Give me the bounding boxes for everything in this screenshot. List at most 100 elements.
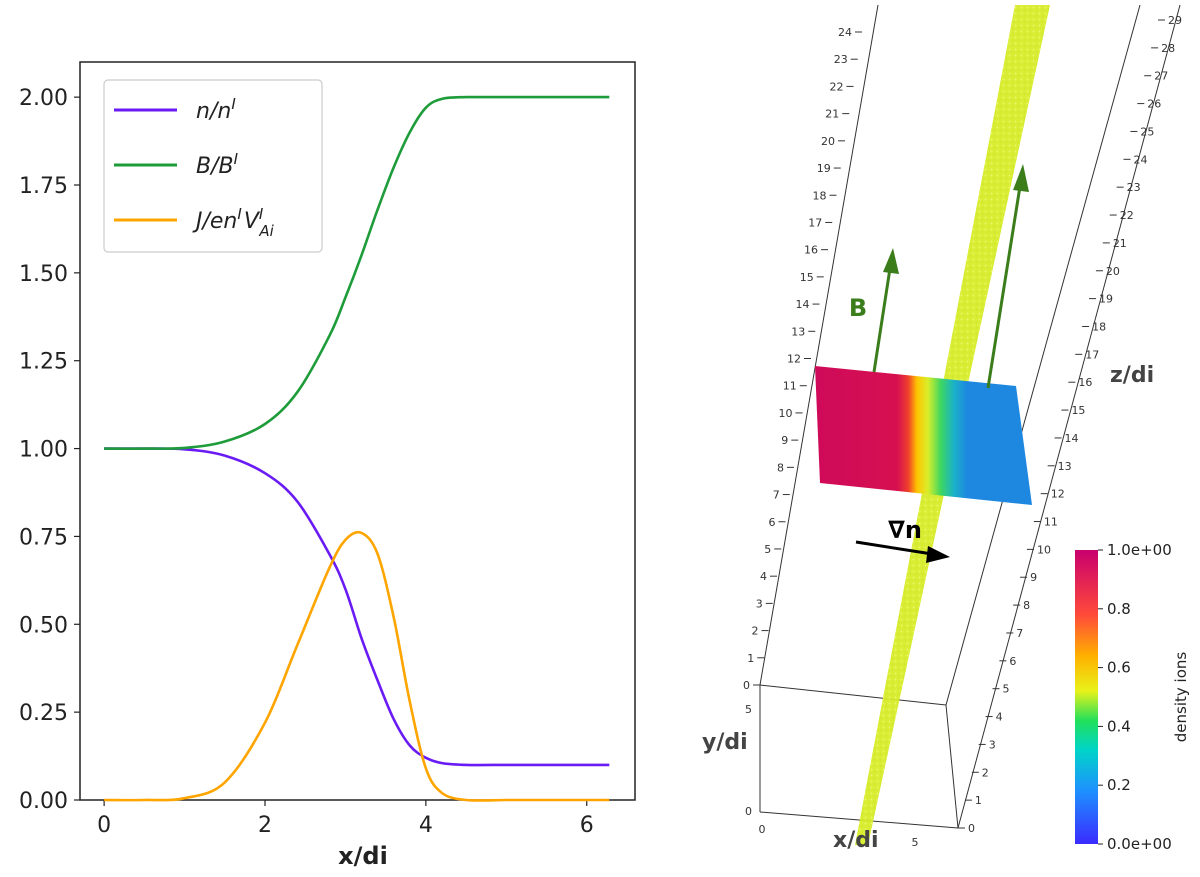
right-axis-tick-label: 23	[1127, 181, 1141, 194]
b-field-arrows: B	[849, 164, 1029, 389]
x-axis: 0 2 4 6	[97, 800, 594, 838]
left-axis-tick-label: 23	[834, 53, 848, 66]
series-lines	[104, 95, 610, 802]
y-axis: 0.00 0.25 0.50 0.75 1.00 1.25 1.50 1.75 2.00	[19, 86, 80, 814]
colorbar-tick-label: 0.6	[1107, 659, 1131, 677]
colorbar-gradient	[1075, 550, 1098, 844]
right-axis-tick-label: 10	[1037, 543, 1051, 556]
colorbar-tick-label: 0.0e+00	[1107, 835, 1172, 853]
b-arrow-right	[986, 179, 1023, 389]
right-axis-tick-label: 8	[1023, 599, 1030, 612]
right-axis-ticks: 0123456789101112131415161718192021222324…	[958, 14, 1182, 835]
x-axis-ticks: 05	[759, 823, 919, 849]
x-axis-tick-label: 0	[759, 823, 766, 836]
right-axis-tick-label: 15	[1071, 404, 1085, 417]
left-axis-tick-label: 5	[764, 543, 771, 556]
colorbar-tick-label: 0.4	[1107, 717, 1131, 735]
left-axis-tick-label: 8	[777, 461, 784, 474]
y-axis-label: y/di	[702, 730, 748, 755]
density-visualization: B ∇n 01234567891011121314151617181920212…	[702, 4, 1190, 853]
left-axis-tick-label: 22	[830, 80, 844, 93]
left-axis-tick-label: 15	[800, 271, 814, 284]
left-axis-tick-label: 0	[743, 679, 750, 692]
left-axis-tick-label: 1	[747, 652, 754, 665]
b-arrow-right-head	[1013, 164, 1029, 192]
right-axis-tick-label: 28	[1161, 42, 1175, 55]
right-axis-tick-label: 24	[1134, 153, 1148, 166]
colorbar-tick-label: 0.8	[1107, 600, 1131, 618]
left-axis-tick-label: 4	[760, 570, 767, 583]
x-axis-label: x/di	[338, 842, 388, 870]
z-axis-label: z/di	[1110, 363, 1154, 388]
gradient-label: ∇n	[888, 516, 922, 544]
right-axis-tick-label: 27	[1154, 70, 1168, 83]
left-axis-tick-label: 19	[817, 162, 831, 175]
x-tick-label: 4	[419, 813, 433, 838]
right-axis-tick-label: 19	[1099, 293, 1113, 306]
x-tick-label: 2	[258, 813, 272, 838]
right-axis-tick-label: 1	[975, 794, 982, 807]
right-axis-tick-label: 12	[1051, 488, 1065, 501]
colorbar-tick-label: 0.2	[1107, 776, 1131, 794]
left-axis-tick-label: 24	[838, 26, 852, 39]
legend-entry-current: J/enIVI Ai	[192, 205, 275, 240]
colorbar-ticks: 1.0e+00 0.8 0.6 0.4 0.2 0.0e+00	[1098, 541, 1172, 853]
colorbar-tick-label: 1.0e+00	[1107, 541, 1172, 559]
right-axis-tick-label: 18	[1092, 320, 1106, 333]
right-axis-tick-label: 22	[1120, 209, 1134, 222]
left-axis-tick-label: 16	[804, 244, 818, 257]
left-axis-tick-label: 9	[781, 434, 788, 447]
left-axis-tick-label: 10	[779, 407, 793, 420]
y-tick-label: 0.25	[19, 701, 68, 726]
x-tick-label: 0	[97, 813, 111, 838]
right-axis-tick-label: 4	[996, 711, 1003, 724]
y-tick-label: 1.25	[19, 350, 68, 375]
right-axis-tick-label: 5	[1002, 683, 1009, 696]
right-axis-tick-label: 26	[1147, 98, 1161, 111]
left-axis-tick-label: 12	[787, 353, 801, 366]
y-tick-label: 2.00	[19, 86, 68, 111]
left-axis-tick-label: 11	[783, 380, 797, 393]
right-axis-tick-label: 14	[1065, 432, 1079, 445]
right-axis-tick-label: 2	[982, 766, 989, 779]
right-axis-tick-label: 0	[968, 822, 975, 835]
right-axis-tick-label: 29	[1168, 14, 1182, 27]
series-current	[104, 530, 610, 802]
y-tick-label: 1.75	[19, 174, 68, 199]
density-slice	[815, 366, 1032, 505]
left-axis-tick-label: 2	[752, 625, 759, 638]
line-chart: 0.00 0.25 0.50 0.75 1.00 1.25 1.50 1.75 2.00 0 2 4…	[19, 61, 636, 870]
left-axis-tick-label: 18	[813, 189, 827, 202]
y-axis-tick-label: 0	[745, 805, 752, 818]
right-axis-tick-label: 16	[1078, 376, 1092, 389]
gradient-arrow: ∇n	[855, 516, 950, 563]
left-axis-tick-label: 21	[825, 108, 839, 121]
right-axis-tick-label: 17	[1085, 348, 1099, 361]
y-tick-label: 0.50	[19, 613, 68, 638]
right-axis-tick-label: 6	[1009, 655, 1016, 668]
y-tick-label: 1.00	[19, 438, 68, 463]
b-arrow-left	[872, 261, 893, 373]
box-wireframe	[759, 4, 1181, 829]
series-density	[104, 447, 610, 767]
left-axis-tick-label: 13	[791, 325, 805, 338]
right-axis-tick-label: 20	[1106, 265, 1120, 278]
y-tick-label: 1.50	[19, 262, 68, 287]
x-axis-label-3d: x/di	[833, 828, 879, 853]
legend-entry-field: B/BI	[196, 150, 239, 179]
series-field	[104, 95, 610, 450]
left-axis-tick-label: 20	[821, 135, 835, 148]
right-axis-tick-label: 21	[1113, 237, 1127, 250]
right-axis-tick-label: 11	[1044, 516, 1058, 529]
y-axis-tick-label: 5	[745, 703, 752, 716]
x-axis-tick-label: 5	[912, 836, 919, 849]
y-tick-label: 0.00	[19, 789, 68, 814]
b-field-label: B	[849, 294, 867, 322]
right-axis-tick-label: 13	[1058, 460, 1072, 473]
left-axis-tick-label: 7	[773, 489, 780, 502]
legend-entry-density: n/nI	[196, 95, 236, 124]
left-axis-tick-label: 14	[796, 298, 810, 311]
x-tick-label: 6	[580, 813, 594, 838]
